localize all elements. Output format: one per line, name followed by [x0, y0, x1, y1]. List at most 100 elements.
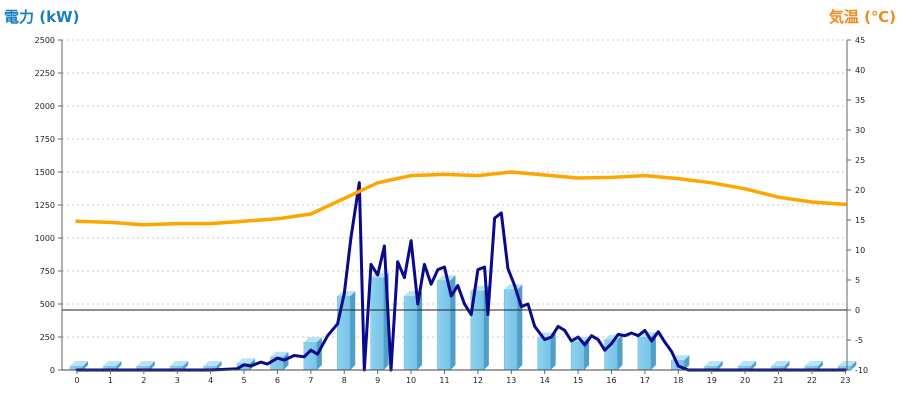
bar-top [804, 361, 823, 367]
right-tick-label: -10 [855, 366, 868, 375]
bar [537, 332, 556, 371]
left-tick-label: 500 [40, 300, 55, 309]
left-tick-label: 2500 [35, 36, 55, 45]
bar-front [537, 337, 551, 371]
x-tick-label: 15 [573, 376, 583, 385]
bar [203, 361, 222, 371]
bar-side [550, 332, 556, 370]
x-tick-label: 13 [506, 376, 516, 385]
right-tick-label: 40 [855, 66, 865, 75]
left-tick-label: 2250 [35, 69, 55, 78]
axes-group: 02505007501000125015001750200022502500-1… [35, 36, 868, 385]
right-tick-label: 20 [855, 186, 865, 195]
bar-top [136, 361, 155, 367]
bar-side [350, 291, 356, 370]
bar-top [704, 361, 723, 367]
bar-side [183, 361, 189, 370]
right-tick-label: 30 [855, 126, 865, 135]
bar-top [738, 361, 757, 367]
bar-side [684, 355, 690, 370]
x-tick-label: 7 [308, 376, 313, 385]
bar-front [337, 295, 351, 371]
bar [169, 361, 189, 371]
right-tick-label: 15 [855, 216, 865, 225]
left-tick-label: 2000 [35, 102, 55, 111]
bar [437, 275, 456, 371]
bar-side [617, 334, 623, 370]
bar-side [817, 361, 823, 370]
x-tick-label: 1 [108, 376, 113, 385]
x-tick-label: 21 [773, 376, 783, 385]
left-tick-label: 0 [50, 366, 55, 375]
bar-top [504, 284, 523, 290]
bar [103, 361, 122, 371]
x-tick-label: 8 [342, 376, 347, 385]
x-tick-label: 0 [74, 376, 79, 385]
bar-side [851, 361, 857, 370]
x-tick-label: 11 [439, 376, 449, 385]
bar-top [303, 337, 322, 343]
bar-side [450, 275, 456, 370]
x-tick-label: 2 [141, 376, 146, 385]
left-tick-label: 1750 [35, 135, 55, 144]
bar-top [337, 291, 356, 297]
bar-side [216, 361, 222, 370]
bar [704, 361, 723, 371]
bar-top [203, 361, 222, 367]
bar-front [370, 277, 384, 371]
bar-front [570, 341, 585, 371]
x-tick-label: 23 [840, 376, 850, 385]
right-tick-label: 0 [855, 306, 860, 315]
bar-top [270, 351, 289, 357]
x-tick-label: 9 [375, 376, 380, 385]
bar-top [370, 272, 389, 278]
bar-front [504, 289, 518, 371]
bar-side [417, 291, 423, 370]
lines-group [75, 170, 848, 372]
right-tick-label: 25 [855, 156, 865, 165]
right-tick-label: 10 [855, 246, 865, 255]
bar-front [403, 295, 418, 371]
left-tick-label: 750 [40, 267, 55, 276]
bar-top [771, 361, 790, 367]
x-tick-label: 10 [406, 376, 416, 385]
bar-side [717, 361, 723, 370]
right-tick-label: 5 [855, 276, 860, 285]
bar-side [116, 361, 122, 370]
bar-top [170, 361, 189, 367]
power-line [75, 181, 847, 372]
temperature-line [75, 170, 848, 227]
x-tick-label: 5 [242, 376, 247, 385]
bar [69, 361, 89, 371]
left-tick-label: 1000 [35, 234, 55, 243]
bar [804, 361, 823, 371]
left-tick-label: 250 [40, 333, 55, 342]
x-tick-label: 18 [673, 376, 683, 385]
x-tick-label: 6 [275, 376, 280, 385]
bar-top [237, 358, 256, 364]
left-axis-title: 電力 (kW) [4, 8, 79, 26]
right-axis-title: 気温 (℃) [829, 8, 896, 26]
x-tick-label: 22 [807, 376, 817, 385]
x-tick-label: 17 [640, 376, 650, 385]
bar-side [149, 361, 155, 370]
bar-side [83, 361, 89, 370]
bar-top [70, 361, 89, 367]
bar [771, 361, 790, 371]
x-tick-label: 19 [707, 376, 717, 385]
bar-side [784, 361, 790, 370]
left-tick-label: 1500 [35, 168, 55, 177]
right-tick-label: 35 [855, 96, 865, 105]
x-tick-label: 12 [473, 376, 483, 385]
left-tick-label: 1250 [35, 201, 55, 210]
right-tick-label: 45 [855, 36, 865, 45]
right-tick-label: -5 [855, 336, 863, 345]
x-tick-label: 3 [175, 376, 180, 385]
x-tick-label: 4 [208, 376, 213, 385]
bar [737, 361, 757, 371]
x-tick-label: 16 [606, 376, 616, 385]
grid-lines [62, 39, 847, 338]
bar [337, 291, 356, 371]
bar-top [103, 361, 122, 367]
